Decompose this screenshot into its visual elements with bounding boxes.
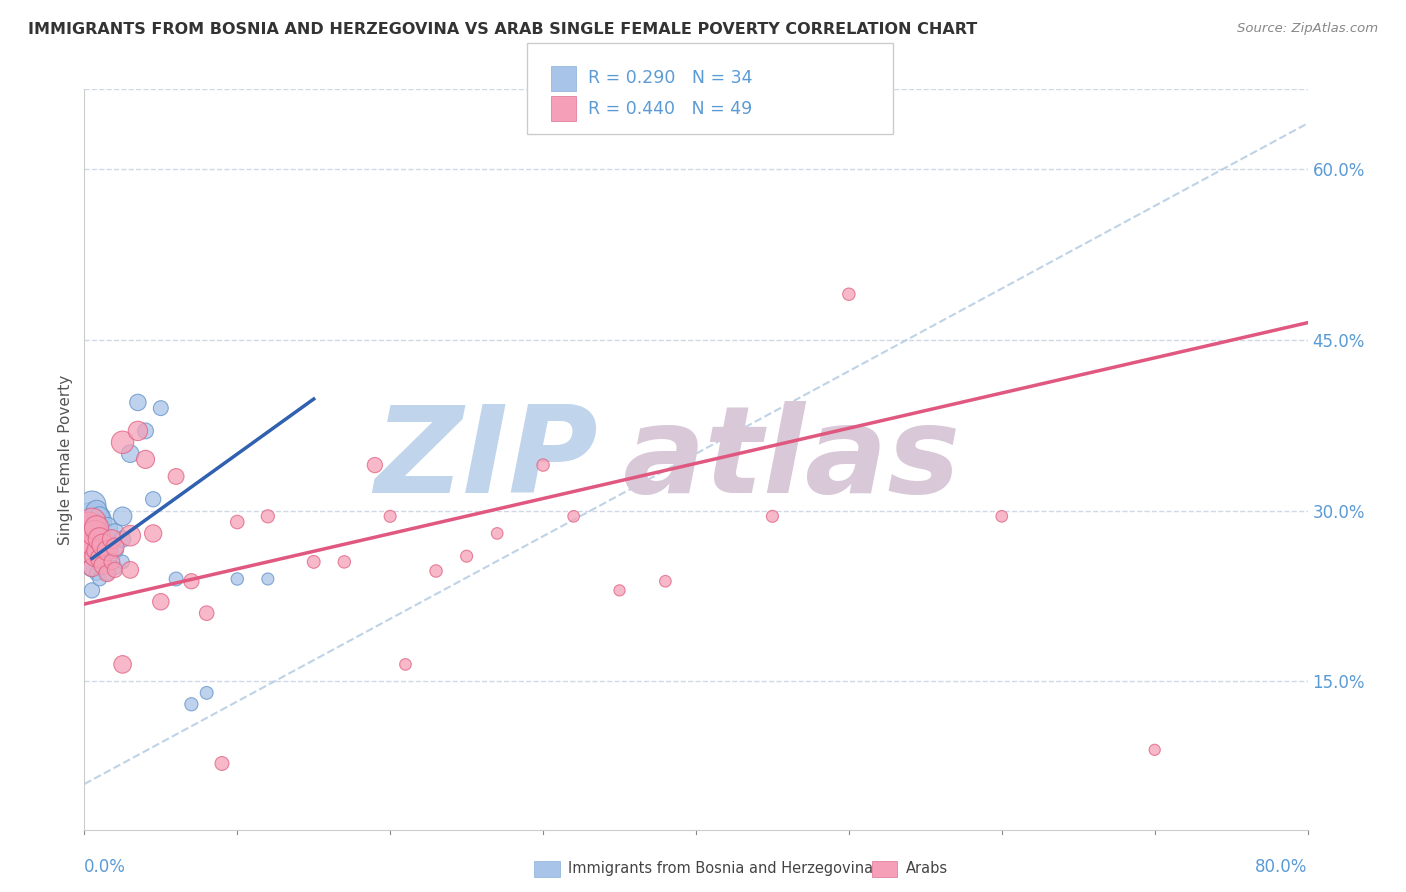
- Point: [96, 543, 118, 558]
- Point: [111, 532, 134, 546]
- Point: [425, 564, 447, 578]
- Point: [89, 572, 111, 586]
- Text: R = 0.440   N = 49: R = 0.440 N = 49: [588, 100, 752, 118]
- Point: [302, 555, 325, 569]
- Text: atlas: atlas: [623, 401, 960, 518]
- Point: [127, 424, 149, 438]
- Point: [111, 555, 134, 569]
- Point: [120, 447, 142, 461]
- Point: [120, 529, 142, 543]
- Point: [609, 583, 631, 598]
- Point: [86, 543, 108, 558]
- Text: Source: ZipAtlas.com: Source: ZipAtlas.com: [1237, 22, 1378, 36]
- Point: [89, 532, 111, 546]
- Text: ZIP: ZIP: [374, 401, 598, 518]
- Point: [96, 566, 118, 581]
- Point: [226, 515, 249, 529]
- Point: [80, 515, 103, 529]
- Point: [127, 395, 149, 409]
- Point: [991, 509, 1014, 524]
- Text: Immigrants from Bosnia and Herzegovina: Immigrants from Bosnia and Herzegovina: [568, 862, 873, 876]
- Point: [104, 563, 127, 577]
- Point: [135, 424, 157, 438]
- Point: [838, 287, 860, 301]
- Point: [104, 526, 127, 541]
- Point: [111, 509, 134, 524]
- Point: [80, 560, 103, 574]
- Point: [86, 566, 108, 581]
- Point: [96, 543, 118, 558]
- Point: [195, 686, 218, 700]
- Point: [761, 509, 783, 524]
- Text: 0.0%: 0.0%: [84, 858, 127, 876]
- Point: [120, 563, 142, 577]
- Point: [654, 574, 676, 589]
- Point: [104, 560, 127, 574]
- Point: [226, 572, 249, 586]
- Point: [89, 549, 111, 564]
- Point: [165, 572, 187, 586]
- Point: [86, 521, 108, 535]
- Point: [80, 560, 103, 574]
- Text: IMMIGRANTS FROM BOSNIA AND HERZEGOVINA VS ARAB SINGLE FEMALE POVERTY CORRELATION: IMMIGRANTS FROM BOSNIA AND HERZEGOVINA V…: [28, 22, 977, 37]
- Point: [142, 526, 165, 541]
- Point: [142, 492, 165, 507]
- Text: 80.0%: 80.0%: [1256, 858, 1308, 876]
- Point: [91, 558, 114, 573]
- Point: [86, 503, 108, 517]
- Point: [394, 657, 416, 672]
- Point: [364, 458, 387, 472]
- Point: [84, 549, 107, 564]
- Point: [77, 521, 100, 535]
- Point: [149, 595, 172, 609]
- Point: [80, 583, 103, 598]
- Point: [1143, 743, 1166, 757]
- Point: [380, 509, 402, 524]
- Point: [180, 698, 202, 712]
- Text: Arabs: Arabs: [905, 862, 948, 876]
- Point: [211, 756, 233, 771]
- Point: [80, 538, 103, 552]
- Point: [111, 657, 134, 672]
- Point: [149, 401, 172, 416]
- Text: R = 0.290   N = 34: R = 0.290 N = 34: [588, 70, 752, 87]
- Point: [165, 469, 187, 483]
- Point: [531, 458, 554, 472]
- Point: [96, 521, 118, 535]
- Point: [91, 555, 114, 569]
- Point: [101, 555, 124, 569]
- Point: [80, 498, 103, 512]
- Point: [111, 435, 134, 450]
- Point: [89, 551, 111, 566]
- Point: [91, 538, 114, 552]
- Point: [104, 540, 127, 554]
- Y-axis label: Single Female Poverty: Single Female Poverty: [58, 375, 73, 544]
- Point: [101, 532, 124, 546]
- Point: [104, 543, 127, 558]
- Point: [86, 543, 108, 558]
- Point: [80, 515, 103, 529]
- Point: [180, 574, 202, 589]
- Point: [456, 549, 478, 564]
- Point: [89, 526, 111, 541]
- Point: [135, 452, 157, 467]
- Point: [89, 509, 111, 524]
- Point: [91, 532, 114, 546]
- Point: [96, 566, 118, 581]
- Point: [86, 521, 108, 535]
- Point: [84, 526, 107, 541]
- Point: [257, 572, 280, 586]
- Point: [486, 526, 509, 541]
- Point: [195, 606, 218, 620]
- Point: [562, 509, 585, 524]
- Point: [333, 555, 356, 569]
- Point: [257, 509, 280, 524]
- Point: [77, 543, 100, 558]
- Point: [80, 538, 103, 552]
